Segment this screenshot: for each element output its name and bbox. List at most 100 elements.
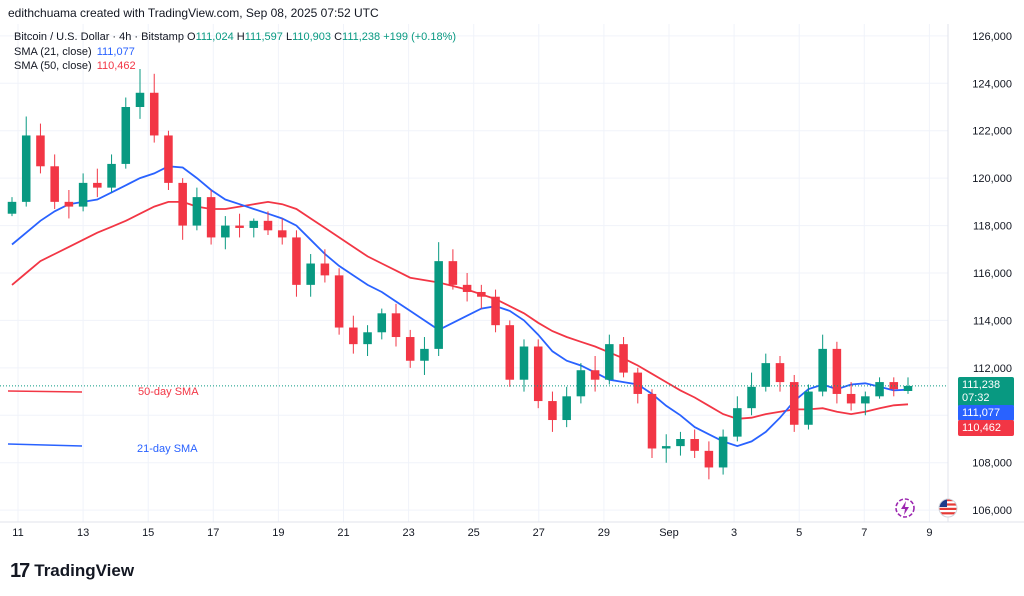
- chart-grid: [0, 24, 948, 522]
- candle-up: [661, 446, 671, 449]
- us-flag-icon[interactable]: [938, 498, 958, 518]
- sma50-annotation: 50-day SMA: [138, 386, 199, 398]
- price-tick-label: 126,000: [972, 31, 1012, 43]
- candle-up: [107, 163, 116, 188]
- candle-down: [505, 325, 515, 380]
- current-price-value: 111,238: [962, 379, 1001, 391]
- sma21-annotation: 21-day SMA: [137, 443, 198, 455]
- candle-up: [818, 348, 827, 392]
- low-key: L: [285, 31, 293, 43]
- time-tick-label: 17: [207, 527, 219, 539]
- sma21-legend[interactable]: SMA (21, close) 111,077: [14, 46, 135, 58]
- candle-up: [377, 313, 387, 333]
- candle-up: [875, 382, 884, 397]
- low-value: 110,903: [292, 31, 332, 43]
- candle-down: [548, 401, 557, 421]
- candle-up: [121, 107, 131, 164]
- sma21-price-tag: 111,077: [958, 405, 1014, 421]
- candle-down: [93, 182, 102, 188]
- candle-up: [363, 332, 372, 345]
- sma21-legend-swatch: [7, 443, 83, 447]
- time-tick-label: 7: [861, 527, 867, 539]
- time-axis[interactable]: 11 13 15 17 19 21 23 25 27 29 Sep 3 5 7 9: [12, 527, 932, 539]
- attribution-bar: edithchuama created with TradingView.com…: [0, 0, 1024, 24]
- time-tick-label: 29: [598, 527, 610, 539]
- candle-down: [149, 92, 159, 136]
- sma50-line: [11, 200, 909, 420]
- ohlc-legend[interactable]: Bitcoin / U.S. Dollar · 4h · Bitstamp O1…: [14, 31, 456, 43]
- candle-down: [704, 450, 714, 468]
- candle-down: [832, 348, 842, 394]
- sma50-label: SMA (50, close): [14, 60, 92, 72]
- candle-up: [434, 261, 443, 349]
- sma21-value: 111,077: [96, 46, 135, 58]
- time-tick-label: 19: [272, 527, 284, 539]
- sma21-line: [11, 165, 909, 448]
- candle-down: [64, 201, 74, 207]
- tradingview-wordmark: TradingView: [34, 561, 135, 580]
- candle-down: [405, 337, 415, 361]
- candle-up: [903, 385, 913, 392]
- candle-down: [647, 393, 657, 449]
- price-tick-label: 124,000: [972, 78, 1012, 90]
- candle-up: [747, 386, 756, 409]
- time-tick-label: 13: [77, 527, 89, 539]
- candle-up: [761, 363, 771, 387]
- candle-down: [277, 230, 287, 238]
- candle-down: [491, 296, 500, 326]
- time-tick-label: 27: [533, 527, 545, 539]
- candle-down: [462, 284, 472, 292]
- time-tick-label: 15: [142, 527, 154, 539]
- candle-down: [633, 372, 643, 394]
- sma50-price-tag: 110,462: [958, 420, 1014, 436]
- price-tick-label: 108,000: [972, 458, 1012, 470]
- sma50-legend-swatch: [7, 390, 83, 393]
- price-axis[interactable]: 126,000 124,000 122,000 120,000 118,000 116,0…: [972, 31, 1012, 517]
- time-tick-label: Sep: [659, 527, 679, 539]
- candle-down: [477, 291, 486, 297]
- candle-down: [334, 275, 344, 328]
- price-tick-label: 112,000: [973, 363, 1012, 375]
- sma50-value: 110,462: [96, 60, 136, 72]
- candle-up: [562, 396, 571, 421]
- price-tick-label: 106,000: [972, 505, 1012, 517]
- tradingview-logo[interactable]: 17 TradingView: [10, 560, 134, 582]
- candle-up: [21, 135, 31, 202]
- attribution-text: edithchuama created with TradingView.com…: [8, 6, 379, 20]
- candle-up: [718, 436, 728, 468]
- candle-up: [733, 408, 742, 437]
- candle-up: [420, 348, 429, 361]
- sma50-legend[interactable]: SMA (50, close) 110,462: [14, 60, 136, 72]
- candle-down: [789, 382, 799, 425]
- sma21-label: SMA (21, close): [14, 46, 92, 58]
- candle-up: [519, 346, 529, 380]
- candle-up: [804, 391, 813, 425]
- close-key: C: [334, 31, 343, 43]
- candle-down: [164, 135, 173, 183]
- candle-up: [221, 225, 230, 238]
- candle-down: [391, 313, 401, 338]
- candle-up: [861, 396, 870, 404]
- candle-down: [50, 166, 59, 202]
- price-tick-label: 114,000: [973, 315, 1012, 327]
- candle-down: [206, 197, 216, 238]
- lightning-icon[interactable]: [894, 497, 916, 519]
- price-tick-label: 118,000: [973, 221, 1012, 233]
- time-tick-label: 21: [337, 527, 349, 539]
- price-tick-label: 120,000: [972, 173, 1012, 185]
- candle-down: [36, 135, 45, 167]
- candle-down: [775, 363, 785, 383]
- time-tick-label: 5: [796, 527, 802, 539]
- candle-down: [590, 370, 600, 380]
- candle-down: [846, 393, 856, 404]
- candle-down: [263, 220, 273, 231]
- candles: [7, 69, 913, 480]
- candle-up: [7, 201, 17, 214]
- price-tick-label: 122,000: [972, 126, 1012, 138]
- time-tick-label: 11: [12, 527, 23, 539]
- candle-up: [135, 92, 145, 107]
- candle-up: [192, 197, 202, 226]
- open-key: O: [187, 31, 196, 43]
- candle-up: [249, 220, 259, 228]
